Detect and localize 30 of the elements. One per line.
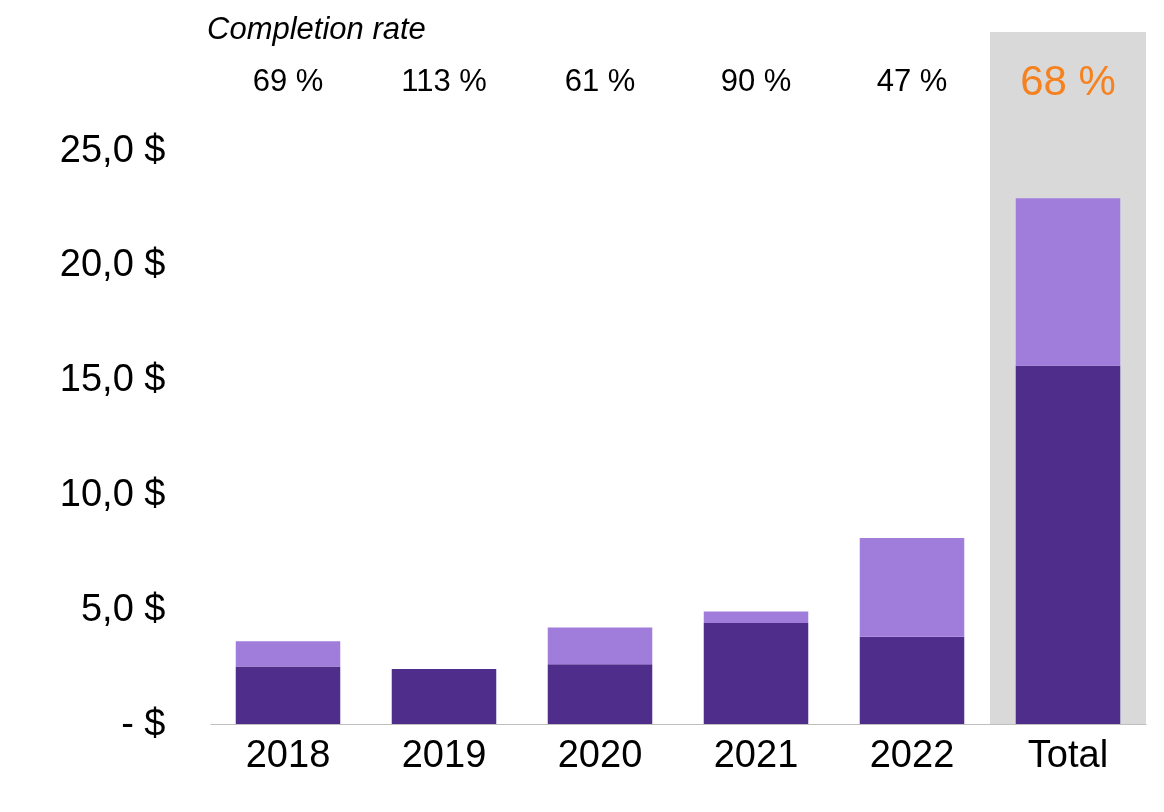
x-tick-label: 2021 [713, 732, 799, 775]
bar [235, 641, 341, 667]
y-tick-label: 20,0 $ [59, 242, 166, 285]
text: 47 % [876, 63, 948, 98]
x-tick-label: Total [1027, 732, 1109, 775]
bar [703, 622, 809, 724]
y-tick-label: 5,0 $ [80, 586, 166, 629]
bar [1015, 198, 1121, 366]
x-tick-label: 2020 [557, 732, 643, 775]
text: 61 % [564, 63, 636, 98]
chart-title: Completion rate [207, 11, 426, 46]
bar [547, 664, 653, 724]
text: 69 % [252, 63, 324, 98]
y-tick-label: 10,0 $ [59, 471, 166, 514]
text: 68 % [1020, 57, 1116, 104]
bar [391, 668, 497, 724]
bar [235, 666, 341, 724]
bar [859, 636, 965, 724]
bar [703, 611, 809, 623]
text: 90 % [720, 63, 792, 98]
x-tick-label: 2019 [401, 732, 487, 775]
y-tick-label: 15,0 $ [59, 357, 166, 400]
text: 113 % [401, 63, 487, 98]
x-tick-label: 2022 [869, 732, 955, 775]
bar [859, 538, 965, 637]
y-tick-label: - $ [121, 701, 166, 744]
bar [547, 627, 653, 665]
x-tick-label: 2018 [245, 732, 331, 775]
bar [1015, 365, 1121, 724]
y-tick-label: 25,0 $ [59, 127, 166, 170]
